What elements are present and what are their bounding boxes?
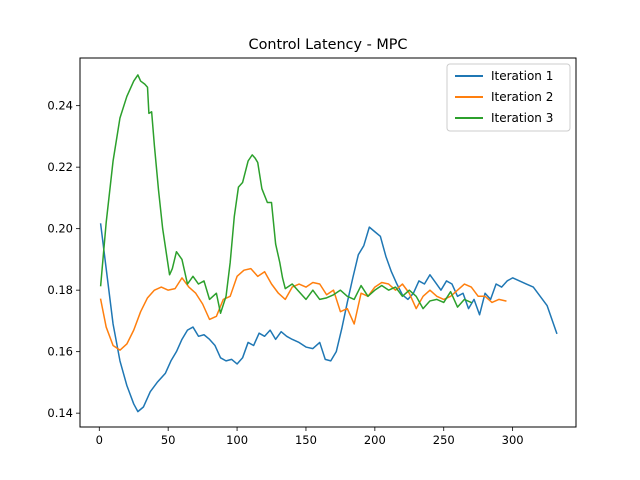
legend-label-iteration-1: Iteration 1	[491, 69, 553, 83]
legend: Iteration 1 Iteration 2 Iteration 3	[446, 63, 571, 132]
y-tick-label: 0.14	[47, 406, 73, 420]
series-line-iteration-3	[99, 74, 473, 314]
series-layer	[99, 74, 558, 413]
y-tick-label: 0.18	[47, 283, 73, 297]
y-tick-label: 0.24	[47, 99, 73, 113]
x-tick-label: 50	[161, 433, 176, 447]
legend-label-iteration-3: Iteration 3	[491, 111, 553, 125]
x-axis: 0 50 100 150 200 250 300	[96, 427, 524, 447]
y-tick-label: 0.22	[47, 160, 73, 174]
series-line-iteration-1	[99, 223, 558, 413]
series-line-iteration-2	[99, 267, 507, 351]
y-axis: 0.14 0.16 0.18 0.20 0.22 0.24	[47, 99, 80, 420]
legend-box	[446, 63, 571, 132]
x-tick-label: 100	[226, 433, 248, 447]
legend-label-iteration-2: Iteration 2	[491, 90, 553, 104]
y-tick-label: 0.16	[47, 345, 73, 359]
x-tick-label: 250	[433, 433, 455, 447]
x-tick-label: 200	[364, 433, 386, 447]
chart-title: Control Latency - MPC	[249, 37, 408, 53]
x-tick-label: 150	[295, 433, 317, 447]
y-tick-label: 0.20	[47, 222, 73, 236]
x-tick-label: 0	[96, 433, 103, 447]
x-tick-label: 300	[502, 433, 524, 447]
plot-area-frame	[79, 57, 577, 428]
